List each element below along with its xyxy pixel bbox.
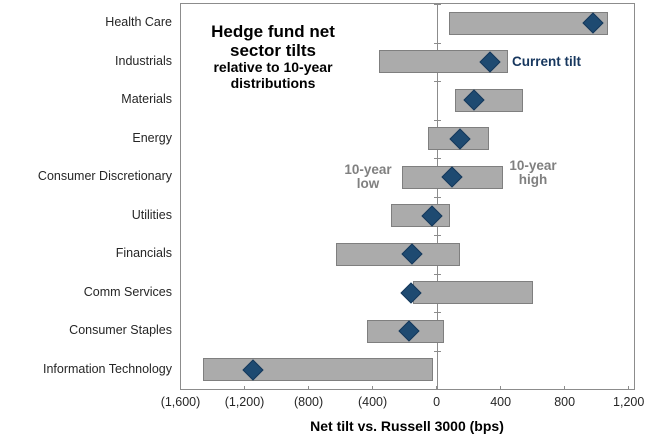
category-axis-tick (434, 312, 442, 313)
y-axis-label: Information Technology (42, 361, 172, 376)
category-axis-tick (434, 119, 442, 121)
current-tilt-annotation: Current tilt (512, 54, 581, 69)
range-bar (449, 11, 609, 35)
ten-year-high-line: 10-year (509, 158, 557, 173)
chart-title: Hedge fund net sector tilts relative to … (184, 22, 362, 91)
chart-title-line: sector tilts (230, 41, 316, 61)
category-axis-tick (434, 42, 442, 44)
ten-year-high-annotation: 10-year high (501, 158, 565, 188)
x-axis-tick (436, 386, 438, 390)
x-axis-tick (628, 386, 630, 390)
y-axis-label: Comm Services (83, 284, 172, 299)
range-bar (413, 281, 534, 305)
category-axis-tick (434, 4, 442, 5)
x-axis-tick-label: (1,200) (224, 395, 265, 409)
y-axis-label: Consumer Discretionary (37, 169, 172, 184)
chart-subtitle-line: relative to 10-year (213, 59, 333, 76)
x-axis-tick-label: 0 (433, 395, 441, 409)
x-axis-tick-label: (800) (293, 395, 324, 409)
x-axis-tick (500, 386, 502, 390)
category-axis-tick (434, 196, 442, 198)
x-axis-tick-label: 800 (554, 395, 576, 409)
range-bar (203, 358, 434, 382)
category-axis-tick (434, 158, 442, 159)
category-axis-tick (434, 350, 442, 352)
x-axis-tick-label: (400) (357, 395, 388, 409)
ten-year-low-line: low (356, 176, 380, 192)
y-axis-label: Health Care (105, 15, 172, 30)
plot-area (180, 3, 635, 390)
x-axis-tick (372, 386, 374, 390)
range-bar (336, 242, 461, 266)
y-axis-label: Materials (121, 92, 172, 107)
x-axis-tick-label: 400 (490, 395, 512, 409)
x-axis-tick (180, 386, 181, 390)
x-axis-tick-label: (1,600) (160, 395, 201, 409)
category-axis-tick (434, 235, 442, 236)
category-axis-tick (434, 389, 442, 390)
y-axis-label: Industrials (115, 53, 172, 68)
ten-year-low-annotation: 10-year low (336, 162, 400, 192)
chart-subtitle-line: distributions (230, 74, 316, 91)
x-axis-tick (564, 386, 566, 390)
category-axis-tick (434, 81, 442, 82)
range-bar (378, 50, 509, 74)
x-axis-tick (244, 386, 246, 390)
y-axis-label: Consumer Staples (69, 323, 172, 338)
category-axis-tick (434, 273, 442, 275)
ten-year-low-line: 10-year (344, 162, 392, 177)
y-axis-label: Financials (115, 246, 172, 261)
y-axis-label: Utilities (131, 207, 172, 222)
ten-year-high-line: high (518, 172, 548, 188)
chart-title-line: Hedge fund net (211, 22, 335, 41)
x-axis-title: Net tilt vs. Russell 3000 (bps) (310, 418, 504, 434)
x-axis-tick (308, 386, 310, 390)
x-axis-tick-label: 1,200 (613, 395, 645, 409)
y-axis-label: Energy (132, 130, 172, 145)
